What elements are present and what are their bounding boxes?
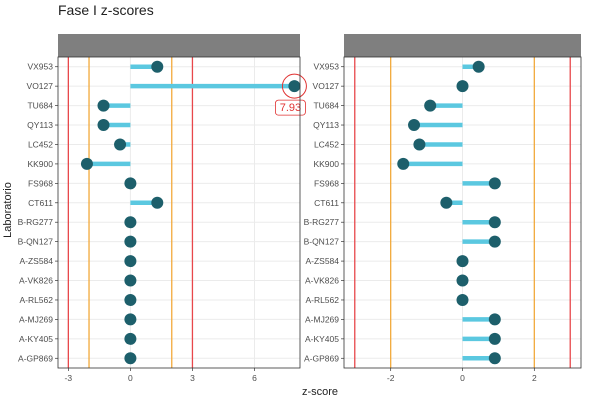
y-tick-label: LC452	[28, 139, 53, 149]
lollipop-point	[124, 352, 137, 365]
x-tick-label: 0	[460, 373, 465, 383]
y-tick-label: QY113	[27, 120, 53, 130]
y-tick-label: TU684	[313, 101, 339, 111]
lollipop-point	[151, 60, 164, 73]
lollipop-point	[124, 177, 137, 190]
x-axis-title: z-score	[302, 386, 338, 398]
y-tick-label: FS968	[28, 178, 53, 188]
lollipop-point	[456, 80, 469, 93]
lollipop-point	[488, 216, 501, 229]
left-panel: 7.93 VX953 VO127 TU684 QY113 LC452 KK900 FS968 C…	[18, 34, 307, 383]
lollipop-point	[124, 235, 137, 248]
y-tick-label: CT611	[314, 198, 339, 208]
x-tick-label: 6	[252, 373, 257, 383]
lollipop-point	[440, 196, 453, 209]
lollipop-point	[488, 235, 501, 248]
lollipop-point	[424, 99, 437, 112]
lollipop-point	[488, 332, 501, 345]
y-tick-label: B-RG277	[18, 217, 54, 227]
chart-title: Fase I z-scores	[58, 2, 154, 18]
y-tick-label: A-ZS584	[305, 256, 339, 266]
lollipop-point	[408, 119, 421, 132]
lollipop-point	[124, 216, 137, 229]
y-tick-label: A-VK826	[19, 276, 53, 286]
x-tick-label: 3	[190, 373, 195, 383]
highlight-ring	[281, 73, 307, 99]
lollipop-point	[124, 293, 137, 306]
y-tick-label: FS968	[314, 178, 339, 188]
lollipop-point	[80, 157, 93, 170]
y-tick-label: B-QN127	[304, 237, 340, 247]
lollipop-point	[124, 332, 137, 345]
panel-border	[57, 56, 301, 369]
y-tick-label: CT611	[28, 198, 53, 208]
y-tick-label: A-RL562	[19, 295, 53, 305]
lollipop-point	[456, 255, 469, 268]
annotation-label: 7.93	[280, 102, 301, 114]
lollipop-point	[97, 99, 110, 112]
y-tick-label: A-GP869	[18, 353, 53, 363]
lollipop-point	[488, 352, 501, 365]
x-tick-label: -3	[65, 373, 73, 383]
lollipop-point	[124, 274, 137, 287]
lollipop-point	[413, 138, 426, 151]
lollipop-point	[488, 177, 501, 190]
y-tick-label: A-VK826	[305, 276, 339, 286]
y-tick-label: A-MJ269	[305, 314, 339, 324]
y-tick-label: A-KY405	[19, 334, 53, 344]
lollipop-point	[397, 157, 410, 170]
lollipop-point	[288, 80, 301, 93]
y-tick-label: B-RG277	[304, 217, 340, 227]
y-tick-label: VO127	[313, 81, 340, 91]
right-panel: VX953 VO127 TU684 QY113 LC452 KK900 FS968 CT611…	[304, 34, 582, 383]
lollipop-point	[488, 313, 501, 326]
lollipop-point	[472, 60, 485, 73]
y-tick-label: A-GP869	[304, 353, 339, 363]
y-tick-label: KK900	[313, 159, 339, 169]
lollipop-point	[124, 255, 137, 268]
x-tick-label: 2	[532, 373, 537, 383]
lollipop-point	[456, 293, 469, 306]
x-tick-label: 0	[128, 373, 133, 383]
lollipop-point	[456, 274, 469, 287]
y-tick-label: KK900	[27, 159, 53, 169]
lollipop-point	[97, 119, 110, 132]
y-tick-label: TU684	[27, 101, 53, 111]
y-tick-label: VX953	[27, 62, 53, 72]
lollipop-point	[124, 313, 137, 326]
y-tick-label: VO127	[27, 81, 54, 91]
y-tick-label: VX953	[313, 62, 339, 72]
y-axis-title: Laboratorio	[2, 182, 14, 238]
lollipop-point	[114, 138, 127, 151]
y-tick-label: A-KY405	[305, 334, 339, 344]
y-tick-label: A-RL562	[305, 295, 339, 305]
annotation-box	[275, 99, 306, 116]
lollipop-point	[151, 196, 164, 209]
facet-strip	[344, 34, 581, 57]
y-tick-label: A-MJ269	[19, 314, 53, 324]
facet-strip	[58, 34, 300, 57]
y-tick-label: QY113	[313, 120, 339, 130]
y-tick-label: LC452	[314, 139, 339, 149]
x-tick-label: -2	[387, 373, 395, 383]
y-tick-label: A-ZS584	[19, 256, 53, 266]
y-tick-label: B-QN127	[18, 237, 54, 247]
